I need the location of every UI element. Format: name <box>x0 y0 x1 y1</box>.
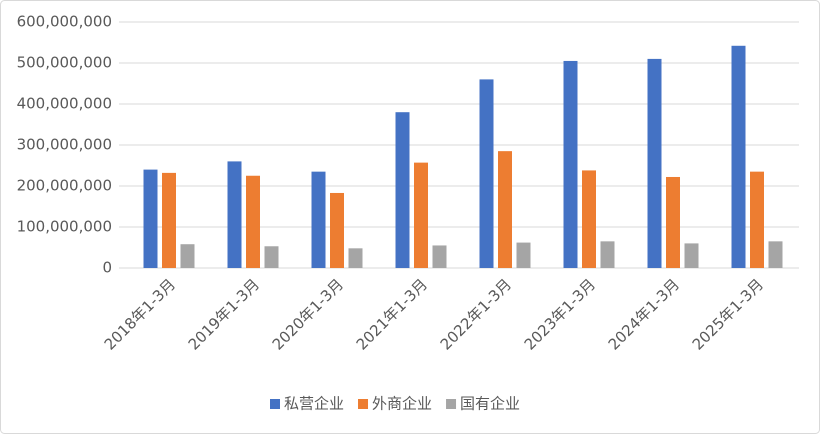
legend-swatch <box>446 399 457 409</box>
bar <box>768 241 783 268</box>
bar <box>395 112 410 268</box>
bar <box>143 169 158 268</box>
y-tick-label: 100,000,000 <box>17 218 112 236</box>
bar <box>432 245 447 268</box>
bar <box>498 151 512 268</box>
legend-swatch <box>270 399 280 409</box>
bar <box>479 79 494 269</box>
y-tick-label: 400,000,000 <box>17 95 112 113</box>
legend-label: 私营企业 <box>284 395 344 413</box>
bar <box>582 170 596 268</box>
y-tick-label: 600,000,000 <box>17 13 112 31</box>
bar <box>750 171 764 268</box>
y-tick-label: 200,000,000 <box>17 177 112 195</box>
y-tick-label: 0 <box>102 259 112 277</box>
bar <box>162 172 176 268</box>
bar <box>264 246 279 268</box>
y-tick-label: 500,000,000 <box>17 54 112 72</box>
bar <box>311 171 326 268</box>
y-tick-label: 300,000,000 <box>17 136 112 154</box>
bar <box>563 60 578 269</box>
bar <box>414 162 428 268</box>
bar <box>600 241 615 268</box>
bar <box>647 58 662 269</box>
bar <box>246 175 260 268</box>
bar <box>666 176 680 268</box>
bar <box>330 192 344 268</box>
bar <box>684 243 699 268</box>
bar <box>180 244 195 268</box>
bar <box>348 248 363 268</box>
legend-label: 外商企业 <box>372 395 432 413</box>
bar <box>516 242 531 268</box>
legend-swatch <box>358 399 369 409</box>
bar <box>227 161 242 268</box>
bar <box>731 45 746 268</box>
legend-label: 国有企业 <box>460 395 520 413</box>
